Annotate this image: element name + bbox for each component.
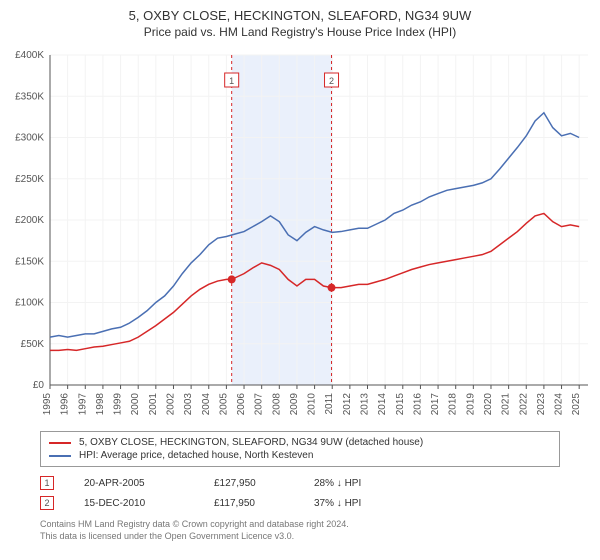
svg-text:1995: 1995 <box>42 393 53 416</box>
chart-svg: £0 £50K £100K £150K £200K £250K £300K £350K £400… <box>0 45 600 425</box>
svg-text:2016: 2016 <box>412 393 423 416</box>
legend-row-property: 5, OXBY CLOSE, HECKINGTON, SLEAFORD, NG3… <box>49 436 551 449</box>
svg-text:2009: 2009 <box>289 393 300 416</box>
event-row-2: 2 15-DEC-2010 £117,950 37% ↓ HPI <box>40 493 560 513</box>
svg-text:£100K: £100K <box>15 298 44 309</box>
event-1-delta: 28% ↓ HPI <box>314 478 424 489</box>
svg-text:2003: 2003 <box>183 393 194 416</box>
svg-text:2018: 2018 <box>448 393 459 416</box>
svg-text:2023: 2023 <box>536 393 547 416</box>
svg-text:2001: 2001 <box>148 393 159 416</box>
event-row-1: 1 20-APR-2005 £127,950 28% ↓ HPI <box>40 473 560 493</box>
root: 5, OXBY CLOSE, HECKINGTON, SLEAFORD, NG3… <box>0 0 600 560</box>
svg-text:2019: 2019 <box>465 393 476 416</box>
legend-row-hpi: HPI: Average price, detached house, Nort… <box>49 449 551 462</box>
footer-line-2: This data is licensed under the Open Gov… <box>40 531 560 543</box>
svg-text:1997: 1997 <box>77 393 88 416</box>
legend: 5, OXBY CLOSE, HECKINGTON, SLEAFORD, NG3… <box>40 431 560 467</box>
svg-text:£150K: £150K <box>15 256 44 267</box>
svg-text:2008: 2008 <box>271 393 282 416</box>
svg-text:2004: 2004 <box>201 393 212 416</box>
svg-text:2017: 2017 <box>430 393 441 416</box>
page-subtitle: Price paid vs. HM Land Registry's House … <box>0 23 600 45</box>
event-marker-2-num: 2 <box>44 498 49 508</box>
event-1-price: £127,950 <box>214 478 284 489</box>
svg-text:2024: 2024 <box>554 393 565 416</box>
legend-label-hpi: HPI: Average price, detached house, Nort… <box>79 450 313 461</box>
svg-text:2025: 2025 <box>571 393 582 416</box>
legend-swatch-property <box>49 442 71 444</box>
svg-text:2015: 2015 <box>395 393 406 416</box>
svg-text:£300K: £300K <box>15 133 44 144</box>
footer-line-1: Contains HM Land Registry data © Crown c… <box>40 519 560 531</box>
svg-text:1: 1 <box>229 76 234 86</box>
svg-text:2012: 2012 <box>342 393 353 416</box>
event-2-price: £117,950 <box>214 498 284 509</box>
legend-label-property: 5, OXBY CLOSE, HECKINGTON, SLEAFORD, NG3… <box>79 437 423 448</box>
svg-text:2020: 2020 <box>483 393 494 416</box>
footer: Contains HM Land Registry data © Crown c… <box>40 519 560 542</box>
svg-text:2000: 2000 <box>130 393 141 416</box>
svg-text:2: 2 <box>329 76 334 86</box>
svg-text:2005: 2005 <box>218 393 229 416</box>
svg-text:2013: 2013 <box>360 393 371 416</box>
event-2-delta: 37% ↓ HPI <box>314 498 424 509</box>
event-2-date: 15-DEC-2010 <box>84 498 184 509</box>
page-title: 5, OXBY CLOSE, HECKINGTON, SLEAFORD, NG3… <box>0 0 600 23</box>
svg-text:£200K: £200K <box>15 215 44 226</box>
chart: £0 £50K £100K £150K £200K £250K £300K £350K £400… <box>0 45 600 425</box>
event-marker-1: 1 <box>40 476 54 490</box>
event-marker-2: 2 <box>40 496 54 510</box>
svg-text:£250K: £250K <box>15 174 44 185</box>
svg-text:2006: 2006 <box>236 393 247 416</box>
svg-text:2022: 2022 <box>518 393 529 416</box>
svg-text:2011: 2011 <box>324 393 335 415</box>
svg-text:1996: 1996 <box>60 393 71 416</box>
svg-text:£350K: £350K <box>15 91 44 102</box>
event-marker-1-num: 1 <box>44 478 49 488</box>
svg-text:£400K: £400K <box>15 50 44 61</box>
event-1-date: 20-APR-2005 <box>84 478 184 489</box>
events-table: 1 20-APR-2005 £127,950 28% ↓ HPI 2 15-DE… <box>40 473 560 513</box>
svg-text:£0: £0 <box>33 380 45 391</box>
svg-text:2021: 2021 <box>501 393 512 416</box>
legend-swatch-hpi <box>49 455 71 457</box>
svg-text:2002: 2002 <box>165 393 176 416</box>
svg-text:2010: 2010 <box>307 393 318 416</box>
svg-text:1998: 1998 <box>95 393 106 416</box>
svg-text:1999: 1999 <box>113 393 124 416</box>
svg-text:2007: 2007 <box>254 393 265 416</box>
svg-text:2014: 2014 <box>377 393 388 416</box>
svg-text:£50K: £50K <box>21 339 45 350</box>
